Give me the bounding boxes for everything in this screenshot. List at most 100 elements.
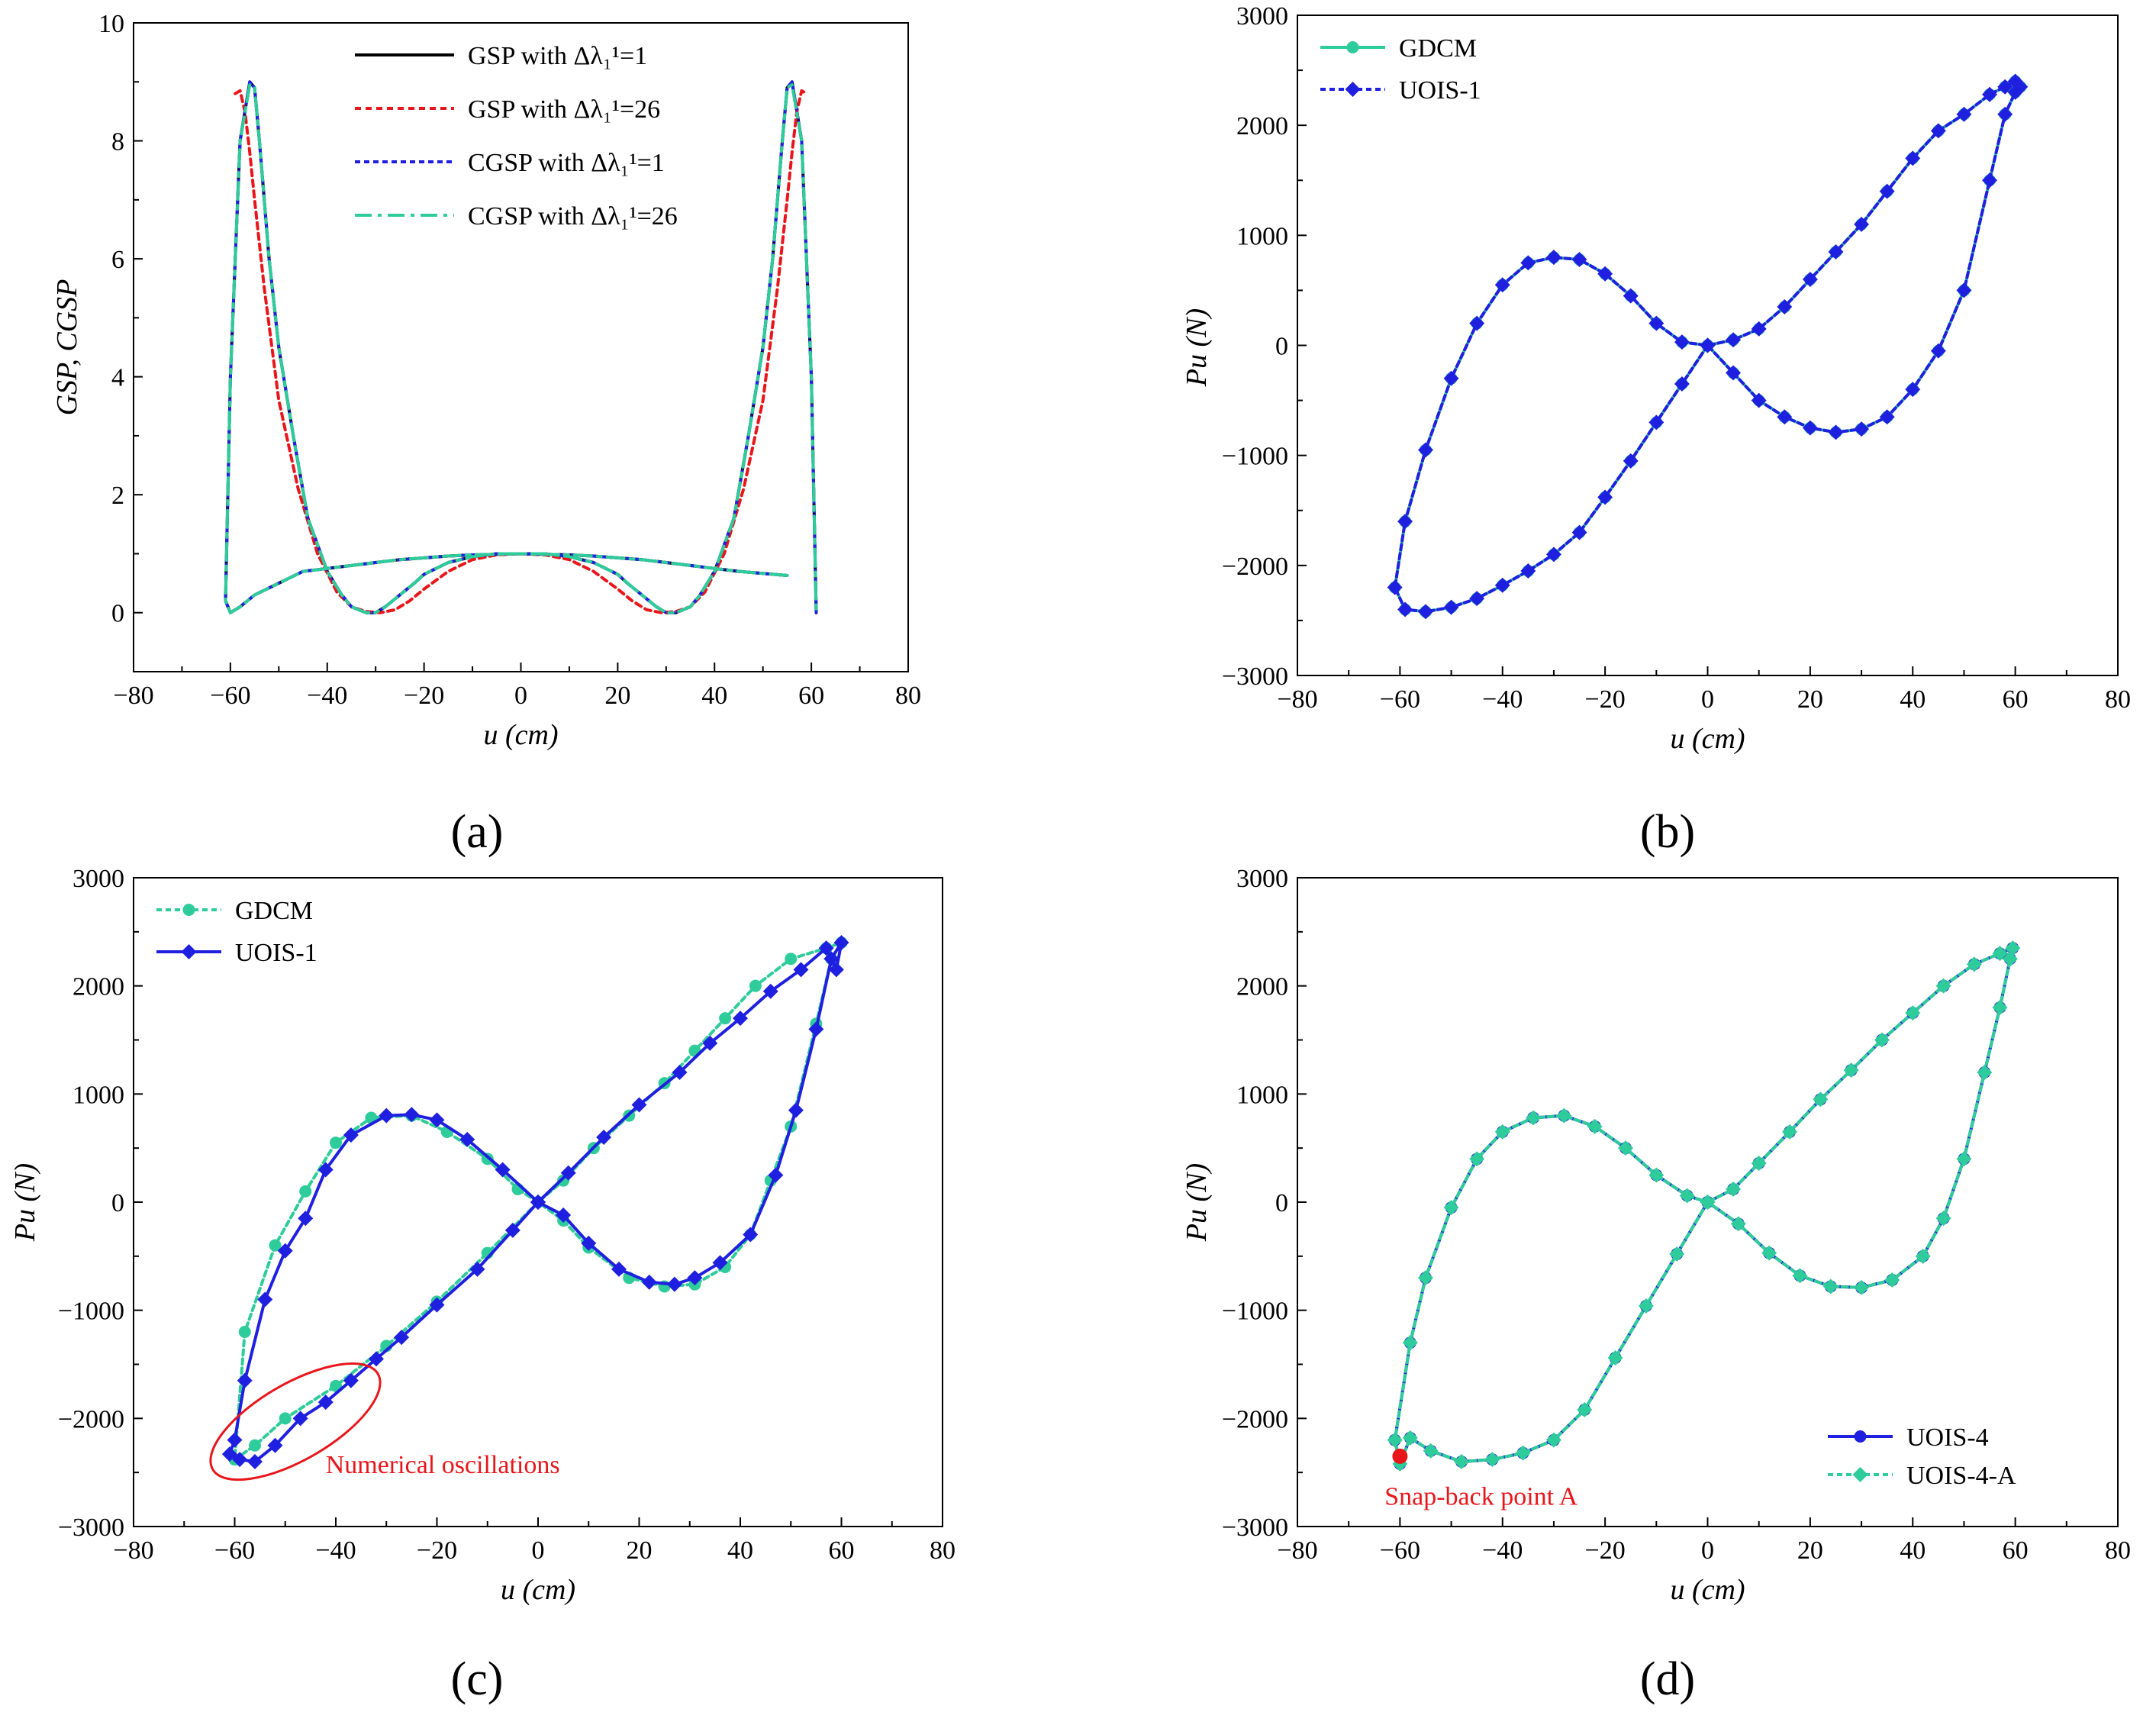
data-point — [1397, 601, 1413, 617]
y-tick-label: 0 — [111, 600, 124, 628]
data-point — [702, 1035, 718, 1051]
data-point — [823, 951, 840, 967]
data-point — [298, 1211, 314, 1227]
data-point — [369, 1351, 384, 1367]
data-point — [1997, 106, 2013, 122]
legend: GSP with Δλ₁¹=1 GSP with Δλ₁¹=26 CGSP with… — [355, 42, 678, 231]
data-point — [429, 1297, 445, 1313]
legend-marker — [1345, 82, 1361, 97]
y-tick-label: −1000 — [58, 1298, 124, 1326]
legend-marker — [1854, 1430, 1867, 1443]
data-point — [1618, 1140, 1633, 1156]
data-point — [1520, 255, 1536, 271]
data-point — [1484, 1452, 1500, 1468]
data-point — [1792, 1268, 1808, 1284]
data-point — [317, 1394, 334, 1411]
y-tick-label: 1000 — [1236, 1081, 1288, 1109]
legend-label: GSP with Δλ₁¹=1 — [468, 42, 647, 70]
chart-c: −80 −60 −40 −20 0 20 40 60 80 −3000 −2000 −1000 0 100… — [9, 865, 956, 1705]
data-point — [1623, 453, 1639, 469]
data-point — [1556, 1107, 1572, 1124]
legend-label: UOIS-1 — [1399, 76, 1481, 105]
legend-marker — [182, 904, 195, 916]
data-point — [1402, 1335, 1418, 1351]
data-point — [1387, 1432, 1403, 1448]
x-tick-label: −80 — [1277, 1536, 1317, 1565]
x-tick-label: 80 — [2105, 685, 2131, 714]
data-point — [1777, 299, 1793, 315]
x-tick-label: −80 — [1277, 685, 1317, 714]
x-tick-label: 60 — [829, 1536, 855, 1565]
data-point — [1669, 1246, 1685, 1262]
data-point — [1828, 243, 1844, 260]
data-point — [1397, 514, 1413, 530]
y-tick-label: 8 — [111, 128, 124, 156]
data-point — [1956, 282, 1972, 298]
legend-label: UOIS-4 — [1906, 1423, 1989, 1452]
chart-d: −80 −60 −40 −20 0 20 40 60 80 −3000 −2000 −1000 0 100… — [1181, 865, 2131, 1705]
snap-point — [1392, 1448, 1408, 1464]
y-tick-label: 3000 — [73, 865, 124, 893]
data-point — [292, 1411, 308, 1427]
data-point — [1597, 489, 1613, 505]
data-point — [530, 1195, 546, 1210]
data-point — [808, 1021, 824, 1037]
x-tick-label: 40 — [1900, 685, 1926, 714]
data-point — [1417, 442, 1433, 458]
y-tick-label: 2000 — [1236, 973, 1288, 1001]
x-tick-label: 80 — [2105, 1536, 2131, 1565]
x-tick-label: −20 — [417, 1536, 457, 1565]
x-tick-label: −60 — [1380, 685, 1420, 714]
data-point — [221, 1446, 237, 1462]
x-tick-label: −60 — [210, 682, 250, 710]
annotation-text: Numerical oscillations — [326, 1451, 560, 1479]
data-point — [1977, 1065, 1993, 1080]
data-point — [1443, 370, 1459, 386]
data-point — [1956, 1151, 1972, 1167]
data-point — [1545, 546, 1561, 563]
data-point — [227, 1432, 243, 1448]
x-tick-label: 20 — [1797, 685, 1823, 714]
data-point — [833, 935, 849, 950]
x-tick-label: −60 — [1380, 1536, 1420, 1565]
y-tick-label: 10 — [98, 10, 124, 38]
data-point — [1700, 1195, 1716, 1210]
data-point — [1930, 343, 1946, 359]
x-tick-label: −40 — [315, 1536, 356, 1565]
x-tick-label: 40 — [701, 682, 727, 710]
series-c-1 — [221, 935, 849, 1469]
legend-marker — [1852, 1467, 1868, 1482]
series-b-1 — [1387, 73, 2029, 620]
y-axis-label: Pu (N) — [1181, 1163, 1213, 1242]
data-point — [1417, 604, 1433, 620]
data-point — [1813, 1091, 1829, 1107]
x-axis-label: u (cm) — [501, 1574, 575, 1606]
data-point — [1423, 1443, 1439, 1459]
y-tick-label: 0 — [111, 1189, 124, 1217]
chart-b: −80 −60 −40 −20 0 20 40 60 80 −3000 −2000 −1000 0 100… — [1181, 2, 2131, 858]
data-point — [269, 1239, 282, 1252]
annotation-text: Snap-back point A — [1384, 1483, 1578, 1511]
data-point — [631, 1097, 647, 1113]
data-point — [1997, 79, 2013, 95]
data-point — [2007, 73, 2023, 89]
data-point — [249, 1439, 261, 1452]
data-point — [1494, 277, 1510, 293]
data-point — [1417, 1270, 1433, 1286]
data-point — [504, 1222, 520, 1238]
data-point — [1679, 1188, 1695, 1204]
data-point — [1751, 1156, 1767, 1171]
data-point — [556, 1207, 572, 1223]
y-axis-label: GSP, CGSP — [51, 279, 83, 416]
data-point — [1648, 1167, 1665, 1183]
data-point — [1402, 1430, 1418, 1446]
data-point — [1905, 150, 1921, 166]
x-axis-label: u (cm) — [483, 719, 558, 751]
data-point — [1992, 1000, 2008, 1015]
x-tick-label: 40 — [727, 1536, 753, 1565]
y-tick-label: 0 — [1275, 333, 1288, 361]
data-point — [279, 1412, 292, 1425]
data-point — [788, 1102, 804, 1118]
y-tick-label: −2000 — [1222, 1405, 1288, 1433]
legend-label: CGSP with Δλ₁¹=26 — [468, 202, 678, 231]
